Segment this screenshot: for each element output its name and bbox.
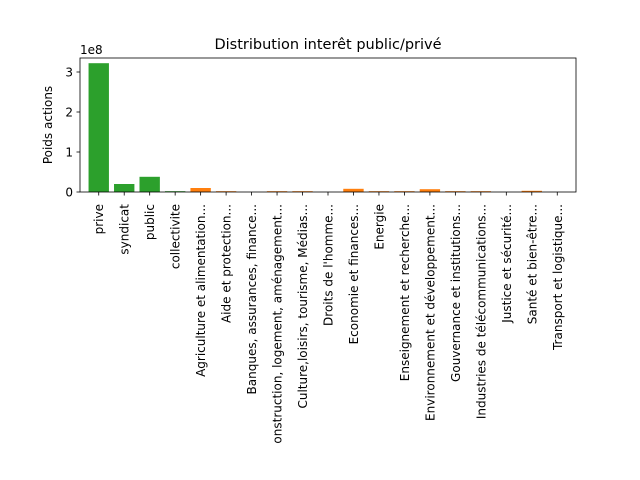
x-tick-label: Aide et protection... bbox=[220, 204, 234, 323]
x-tick-label: Droits de l'homme... bbox=[322, 204, 336, 326]
x-tick-label: onstruction, logement, aménagement... bbox=[271, 204, 285, 444]
y-tick-label: 2 bbox=[65, 106, 73, 120]
bar bbox=[114, 184, 135, 192]
chart-title: Distribution interêt public/privé bbox=[214, 37, 441, 53]
x-tick-label: prive bbox=[92, 204, 106, 234]
y-scale-label: 1e8 bbox=[80, 43, 103, 57]
x-tick-label: Transport et logistique... bbox=[551, 204, 565, 351]
bar bbox=[139, 176, 160, 192]
x-tick-label: Santé et bien-être... bbox=[525, 204, 539, 324]
x-tick-label: Culture,loisirs, tourisme, Médias... bbox=[296, 204, 310, 409]
x-tick-label: Economie et finances... bbox=[347, 204, 361, 344]
y-tick-label: 1 bbox=[65, 146, 73, 160]
bar bbox=[190, 188, 211, 192]
y-axis-label: Poids actions bbox=[41, 86, 55, 164]
y-tick-label: 3 bbox=[65, 66, 73, 80]
x-tick-label: public bbox=[143, 204, 157, 240]
plot-area: 0 1 2 3 prive syndicat public collectivite Agric… bbox=[65, 57, 577, 444]
bar bbox=[521, 190, 542, 192]
x-tick-label: Agriculture et alimentation... bbox=[194, 204, 208, 377]
x-tick-label: Justice et sécurité... bbox=[500, 204, 514, 324]
x-tick-label: syndicat bbox=[118, 204, 132, 255]
x-tick-label: collectivite bbox=[169, 204, 183, 269]
x-tick-label: Gouvernance et institutions... bbox=[449, 204, 463, 382]
bar bbox=[88, 63, 109, 193]
x-tick-label: Enseignement et recherche... bbox=[398, 204, 412, 381]
y-tick-label: 0 bbox=[65, 186, 73, 200]
bar bbox=[343, 188, 364, 192]
x-tick-label: Industries de télécommunications... bbox=[474, 204, 488, 419]
bar bbox=[419, 189, 441, 192]
x-tick-label: Banques, assurances, finance... bbox=[245, 204, 259, 394]
x-tick-label: Energie bbox=[372, 204, 386, 250]
x-tick-label: Environnement et développement... bbox=[423, 204, 437, 421]
